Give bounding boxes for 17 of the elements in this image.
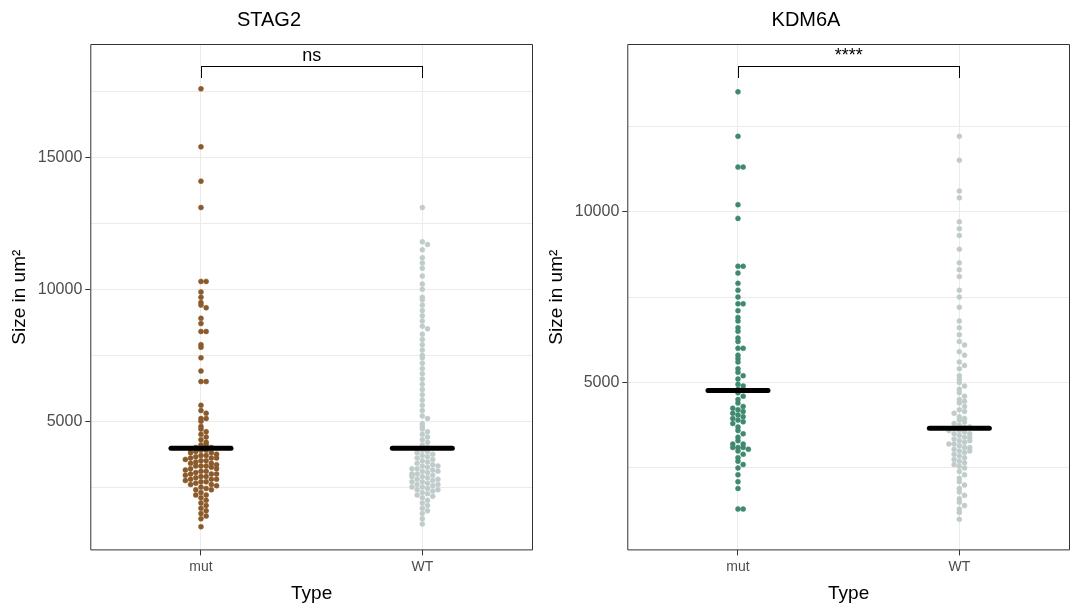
y-tick-label: 5000 [46, 411, 83, 429]
y-axis-title: Size in um² [7, 249, 29, 345]
chart-title: KDM6A [771, 7, 842, 30]
x-tick-label: mut [726, 557, 750, 574]
x-tick-label: mut [189, 557, 213, 574]
annotation: ns [302, 44, 322, 65]
y-tick-label: 10000 [574, 201, 620, 219]
y-axis-title: Size in um² [544, 249, 566, 345]
chart-title: STAG2 [236, 7, 302, 30]
x-axis-title: Type [828, 581, 870, 603]
y-tick-label: 10000 [37, 279, 83, 297]
x-tick-label: WT [948, 557, 971, 574]
annotation: **** [834, 44, 863, 65]
x-axis-title: Type [291, 581, 333, 603]
y-tick-label: 5000 [583, 372, 620, 390]
x-tick-label: WT [411, 557, 434, 574]
y-tick-label: 15000 [37, 147, 83, 165]
